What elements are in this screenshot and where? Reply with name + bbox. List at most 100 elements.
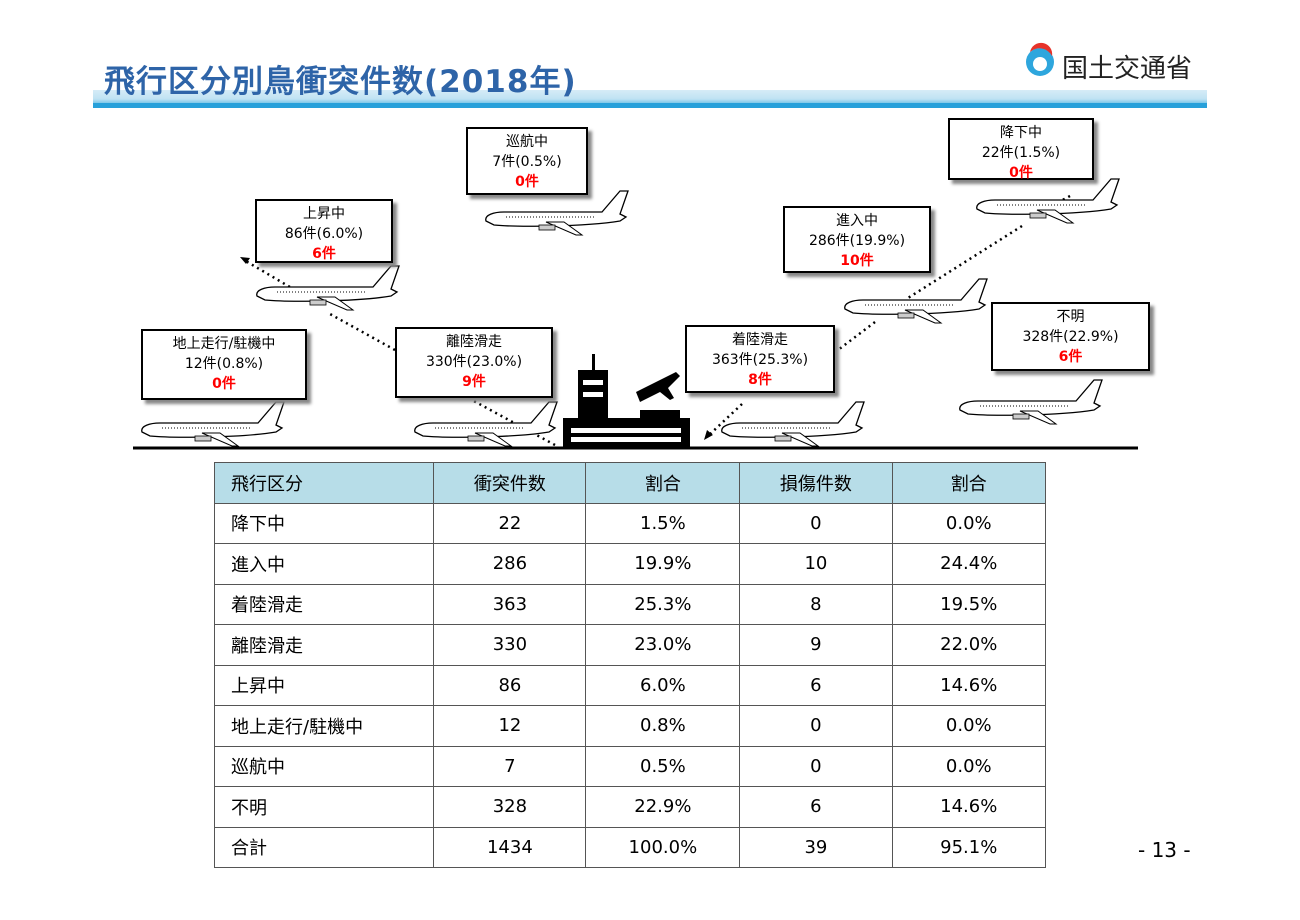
table-cell: 19.5%: [891, 583, 1047, 625]
phase-box: 離陸滑走 330件(23.0%) 9件: [395, 327, 553, 398]
table-cell: 86: [433, 664, 587, 706]
header-cell: 衝突件数: [433, 462, 587, 504]
table-row: 離陸滑走 330 23.0% 9 22.0%: [213, 624, 1047, 666]
header-cell: 割合: [891, 462, 1047, 504]
phase-label: 着陸滑走: [732, 332, 788, 348]
phase-count: 363件(25.3%): [711, 352, 809, 368]
table-cell: 330: [433, 624, 587, 666]
table-cell: 10: [739, 543, 893, 585]
logo-mark: [1026, 42, 1054, 76]
table-cell: 不明: [213, 786, 435, 828]
page-number: - 13 -: [1138, 838, 1191, 862]
table-cell: 6: [739, 664, 893, 706]
table-cell: 23.0%: [585, 624, 741, 666]
table-cell: 24.4%: [891, 543, 1047, 585]
phase-count: 328件(22.9%): [1022, 329, 1119, 345]
phase-damage: 0件: [212, 376, 236, 392]
table-cell: 0.0%: [891, 705, 1047, 747]
phase-label: 離陸滑走: [446, 334, 502, 350]
table-row: 上昇中 86 6.0% 6 14.6%: [213, 664, 1047, 706]
table-cell: 0.8%: [585, 705, 741, 747]
table-cell: 0: [739, 502, 893, 544]
title: 飛行区分別鳥衝突件数(2018年): [104, 64, 577, 100]
table-cell: 0: [739, 745, 893, 787]
phase-damage: 6件: [312, 246, 336, 262]
table-cell: 39: [739, 826, 893, 868]
title-bar-line: [93, 103, 1207, 108]
phase-damage: 0件: [515, 174, 539, 190]
phase-box: 不明 328件(22.9%) 6件: [991, 302, 1150, 371]
strike-table: 飛行区分 衝突件数 割合 損傷件数 割合 降下中 22 1.5% 0 0.0% 進入中 286 19.9…: [213, 462, 1047, 868]
table-cell: 0.0%: [891, 502, 1047, 544]
table-cell: 22.9%: [585, 786, 741, 828]
table-cell: 1.5%: [585, 502, 741, 544]
phase-label: 進入中: [836, 213, 878, 229]
table-cell: 6.0%: [585, 664, 741, 706]
table-cell: 降下中: [213, 502, 435, 544]
table-cell: 22.0%: [891, 624, 1047, 666]
table-cell: 進入中: [213, 543, 435, 585]
airplane: [721, 401, 865, 447]
table-cell: 9: [739, 624, 893, 666]
phase-damage: 6件: [1058, 349, 1083, 365]
phase-label: 巡航中: [506, 134, 548, 150]
table-cell: 7: [433, 745, 587, 787]
table-cell: 地上走行/駐機中: [213, 705, 435, 747]
flight-paths: [243, 194, 1071, 447]
table-row: 着陸滑走 363 25.3% 8 19.5%: [213, 583, 1047, 625]
airplane: [959, 379, 1103, 425]
phase-count: 22件(1.5%): [981, 145, 1061, 161]
phase-damage: 0件: [1009, 165, 1033, 181]
table-cell: 合計: [213, 826, 435, 868]
table-cell: 19.9%: [585, 543, 741, 585]
table-cell: 0.5%: [585, 745, 741, 787]
phase-box: 進入中 286件(19.9%) 10件: [783, 206, 931, 273]
table-cell: 8: [739, 583, 893, 625]
table-cell: 22: [433, 502, 587, 544]
table-cell: 巡航中: [213, 745, 435, 787]
table-cell: 0: [739, 705, 893, 747]
airplane: [141, 401, 285, 447]
phase-damage: 9件: [462, 374, 486, 390]
airport-icon: [563, 354, 690, 448]
table-cell: 離陸滑走: [213, 624, 435, 666]
phase-count: 86件(6.0%): [284, 226, 364, 242]
table-cell: 286: [433, 543, 587, 585]
phase-count: 330件(23.0%): [425, 354, 523, 370]
table-row: 不明 328 22.9% 6 14.6%: [213, 786, 1047, 828]
phase-damage: 8件: [748, 372, 772, 388]
airplane: [414, 401, 558, 447]
table-cell: 着陸滑走: [213, 583, 435, 625]
table-cell: 14.6%: [891, 786, 1047, 828]
phase-box: 巡航中 7件(0.5%) 0件: [466, 127, 588, 195]
table-cell: 363: [433, 583, 587, 625]
logo: 国土交通省: [1062, 54, 1193, 84]
table-cell: 14.6%: [891, 664, 1047, 706]
phase-box: 着陸滑走 363件(25.3%) 8件: [685, 325, 835, 393]
header-cell: 割合: [585, 462, 741, 504]
phase-label: 地上走行/駐機中: [172, 336, 276, 352]
table-row: 巡航中 7 0.5% 0 0.0%: [213, 745, 1047, 787]
table-cell: 0.0%: [891, 745, 1047, 787]
phase-damage: 10件: [840, 253, 874, 269]
airplane: [256, 265, 400, 311]
table-cell: 95.1%: [891, 826, 1047, 868]
table-cell: 12: [433, 705, 587, 747]
phase-label: 不明: [1056, 309, 1085, 325]
airplane: [976, 178, 1120, 224]
table-cell: 328: [433, 786, 587, 828]
table-cell: 上昇中: [213, 664, 435, 706]
table-row: 地上走行/駐機中 12 0.8% 0 0.0%: [213, 705, 1047, 747]
header-cell: 損傷件数: [739, 462, 893, 504]
table-row: 進入中 286 19.9% 10 24.4%: [213, 543, 1047, 585]
table-cell: 100.0%: [585, 826, 741, 868]
phase-box: 降下中 22件(1.5%) 0件: [948, 118, 1094, 181]
phase-box: 地上走行/駐機中 12件(0.8%) 0件: [141, 329, 307, 400]
phase-box: 上昇中 86件(6.0%) 6件: [255, 199, 393, 263]
phase-count: 12件(0.8%): [184, 356, 264, 372]
table-cell: 25.3%: [585, 583, 741, 625]
phase-label: 上昇中: [303, 206, 345, 222]
phase-count: 7件(0.5%): [492, 154, 562, 170]
